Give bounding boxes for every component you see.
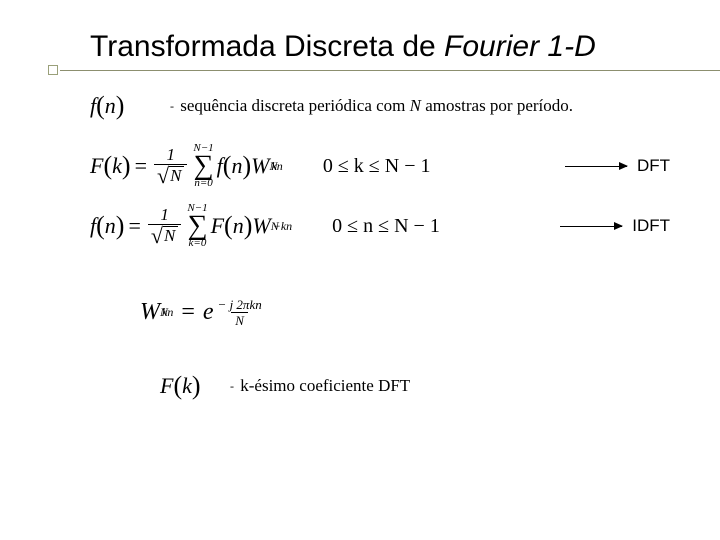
idft-fraction: 1 √N xyxy=(148,205,181,246)
dft-lhs-fn: F xyxy=(90,153,103,179)
math-fn: f (n) xyxy=(90,91,170,121)
math-idft: f(n) = 1 √N N−1 ∑ k=0 F(n) WN−kn xyxy=(90,204,292,249)
math-dft: F(k) = 1 √N N−1 ∑ n=0 f(n) WNkn xyxy=(90,144,283,189)
math-wdef: WNkn = e − j 2πkn N xyxy=(140,298,264,327)
desc-var: N xyxy=(410,96,421,115)
title-rule xyxy=(30,70,720,71)
idft-W: W xyxy=(252,213,270,239)
Fk-description: - k-ésimo coeficiente DFT xyxy=(230,376,410,396)
arrow-icon xyxy=(560,226,622,227)
slide: Transformada Discreta de Fourier 1-D f (… xyxy=(0,0,720,540)
Fk-arg: k xyxy=(182,373,192,399)
equation-idft: f(n) = 1 √N N−1 ∑ k=0 F(n) WN−kn 0 ≤ n ≤… xyxy=(90,203,680,249)
arrow-icon xyxy=(565,166,627,167)
idft-term-arg: n xyxy=(233,213,244,239)
idft-label: IDFT xyxy=(632,216,670,236)
dft-lhs-arg: k xyxy=(112,153,122,179)
dft-W: W xyxy=(251,153,269,179)
equation-wdef: WNkn = e − j 2πkn N xyxy=(90,289,680,335)
wdef-W: W xyxy=(140,299,160,326)
desc-post: amostras por período. xyxy=(421,96,573,115)
title-plain: Transformada Discreta de xyxy=(90,30,444,63)
dft-fraction: 1 √N xyxy=(154,145,187,186)
idft-label-group: IDFT xyxy=(560,216,680,236)
Fk-desc-text: k-ésimo coeficiente DFT xyxy=(240,376,410,395)
title-italic: Fourier 1-D xyxy=(444,30,596,63)
math-Fk: F(k) xyxy=(160,371,230,401)
dft-term-arg: n xyxy=(231,153,242,179)
accent-square-icon xyxy=(48,65,58,75)
desc-pre: sequência discreta periódica com xyxy=(180,96,409,115)
slide-title: Transformada Discreta de Fourier 1-D xyxy=(50,30,680,64)
equation-dft: F(k) = 1 √N N−1 ∑ n=0 f(n) WNkn 0 ≤ k ≤ … xyxy=(90,143,680,189)
sigma-icon: N−1 ∑ k=0 xyxy=(187,204,207,249)
dft-label: DFT xyxy=(637,156,670,176)
idft-condition: 0 ≤ n ≤ N − 1 xyxy=(332,215,440,238)
Fk-name: F xyxy=(160,373,173,399)
wdef-exponent: − j 2πkn N xyxy=(216,298,264,327)
fn-description: - sequência discreta periódica com N amo… xyxy=(170,96,573,116)
divider xyxy=(60,70,720,71)
dft-label-group: DFT xyxy=(565,156,680,176)
content-area: f (n) - sequência discreta periódica com… xyxy=(50,71,680,409)
idft-term-fn: F xyxy=(211,213,224,239)
sigma-icon: N−1 ∑ n=0 xyxy=(193,144,213,189)
definition-Fk: F(k) - k-ésimo coeficiente DFT xyxy=(90,363,680,409)
wdef-e: e xyxy=(203,299,214,326)
fn-arg: n xyxy=(105,93,116,119)
dft-condition: 0 ≤ k ≤ N − 1 xyxy=(323,155,431,178)
definition-fn: f (n) - sequência discreta periódica com… xyxy=(90,83,680,129)
idft-lhs-arg: n xyxy=(105,213,116,239)
